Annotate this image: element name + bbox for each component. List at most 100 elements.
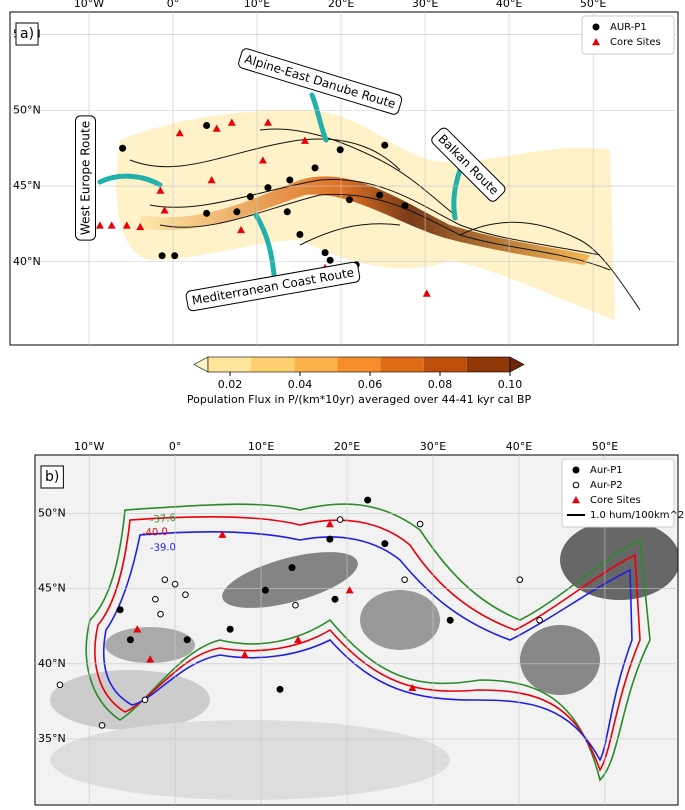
- colorbar-segment: [208, 357, 252, 372]
- site-marker: [203, 209, 211, 217]
- site-marker: [98, 722, 106, 729]
- colorbar-segment: [294, 357, 338, 372]
- route-label-box: [185, 261, 361, 312]
- colorbar-frame: [207, 356, 511, 373]
- colorbar-segment: [380, 357, 424, 372]
- site-marker: [218, 530, 227, 538]
- legend-label: Core Sites: [610, 37, 661, 48]
- site-marker: [175, 129, 184, 137]
- panel-label-box: [15, 22, 39, 46]
- y-tick-label: 45°N: [13, 179, 41, 192]
- site-marker: [381, 141, 389, 149]
- site-marker: [408, 683, 417, 692]
- route-label-box: [75, 115, 96, 241]
- site-marker: [156, 186, 165, 194]
- x-tick-label: 0°: [167, 0, 180, 10]
- x-tick-label: 50°E: [580, 0, 606, 10]
- colorbar-tick-label: 0.10: [498, 378, 523, 391]
- x-tick-label: 30°E: [412, 0, 438, 10]
- site-marker: [536, 616, 543, 624]
- site-marker: [107, 221, 116, 229]
- x-tick-label: 40°E: [496, 0, 522, 10]
- site-marker: [276, 685, 284, 693]
- x-tick-label: 40°E: [506, 440, 532, 453]
- route-label-box: [431, 127, 506, 202]
- site-marker: [446, 616, 454, 624]
- x-tick-label: 10°W: [74, 440, 104, 453]
- site-marker: [161, 576, 169, 583]
- y-tick-label: 50°N: [38, 507, 66, 520]
- site-marker: [345, 586, 354, 594]
- site-marker: [416, 520, 424, 528]
- site-marker: [336, 146, 344, 154]
- legend-marker: [572, 481, 580, 489]
- site-marker: [300, 136, 309, 144]
- contour-label: -37.6: [150, 513, 177, 526]
- panel-a-frame: [9, 11, 679, 346]
- route-label-text: West Europe Route: [79, 121, 93, 235]
- site-marker: [227, 118, 236, 126]
- site-marker: [326, 535, 334, 543]
- site-marker: [292, 601, 299, 609]
- site-marker: [336, 516, 344, 523]
- site-marker: [331, 595, 339, 603]
- site-marker: [381, 540, 389, 548]
- site-marker: [152, 595, 159, 603]
- y-tick-label: 40°N: [38, 657, 66, 670]
- contour-label: -39.0: [150, 542, 176, 554]
- colorbar-segment: [337, 357, 381, 372]
- colorbar-tick-label: 0.04: [288, 378, 313, 391]
- panel-label-text: a): [20, 26, 34, 42]
- site-marker: [376, 191, 384, 199]
- site-marker: [183, 636, 191, 644]
- panel-label: b): [40, 465, 64, 489]
- site-marker: [325, 520, 334, 528]
- site-marker: [240, 650, 249, 658]
- site-marker: [345, 196, 353, 204]
- site-marker: [207, 176, 216, 184]
- site-marker: [212, 124, 221, 132]
- colorbar-tick-label: 0.08: [428, 378, 453, 391]
- site-marker: [261, 586, 269, 594]
- site-marker: [146, 655, 155, 663]
- site-marker: [160, 206, 169, 214]
- site-marker: [95, 221, 104, 229]
- map-a-background: [10, 12, 678, 345]
- panel-b-frame: [34, 454, 679, 806]
- site-marker: [422, 289, 431, 297]
- legend-label: 1.0 hum/100km^2: [590, 510, 684, 521]
- colorbar-tick-label: 0.06: [358, 378, 383, 391]
- legend-label: Core Sites: [590, 495, 641, 506]
- site-marker: [286, 176, 294, 184]
- site-marker: [288, 564, 296, 572]
- x-tick-label: 20°E: [328, 0, 354, 10]
- y-tick-label: 45°N: [38, 582, 66, 595]
- site-marker: [119, 144, 127, 152]
- x-tick-label: 10°E: [248, 440, 274, 453]
- site-marker: [283, 208, 291, 216]
- y-tick-label: 40°N: [13, 255, 41, 268]
- site-marker: [311, 164, 319, 172]
- legend-box: [581, 15, 675, 55]
- site-marker: [263, 118, 272, 126]
- y-tick-label: 35°N: [38, 732, 66, 745]
- colorbar-label: Population Flux in P/(km*10yr) averaged …: [187, 393, 532, 406]
- site-marker: [364, 496, 372, 504]
- site-marker: [233, 208, 241, 216]
- site-marker: [171, 580, 179, 588]
- panel-label-text: b): [45, 469, 59, 485]
- panel-label-box: [40, 465, 64, 489]
- colorbar-extend: [193, 356, 209, 373]
- legend-label: AUR-P1: [610, 22, 647, 33]
- site-marker: [264, 184, 272, 192]
- site-marker: [516, 576, 524, 583]
- x-tick-label: 10°W: [74, 0, 104, 10]
- legend-label: Aur-P1: [590, 465, 623, 476]
- x-tick-label: 30°E: [420, 440, 446, 453]
- legend-marker: [572, 496, 580, 504]
- colorbar-segment: [466, 357, 510, 372]
- site-marker: [171, 252, 179, 260]
- site-marker: [157, 610, 164, 618]
- site-marker: [226, 625, 234, 633]
